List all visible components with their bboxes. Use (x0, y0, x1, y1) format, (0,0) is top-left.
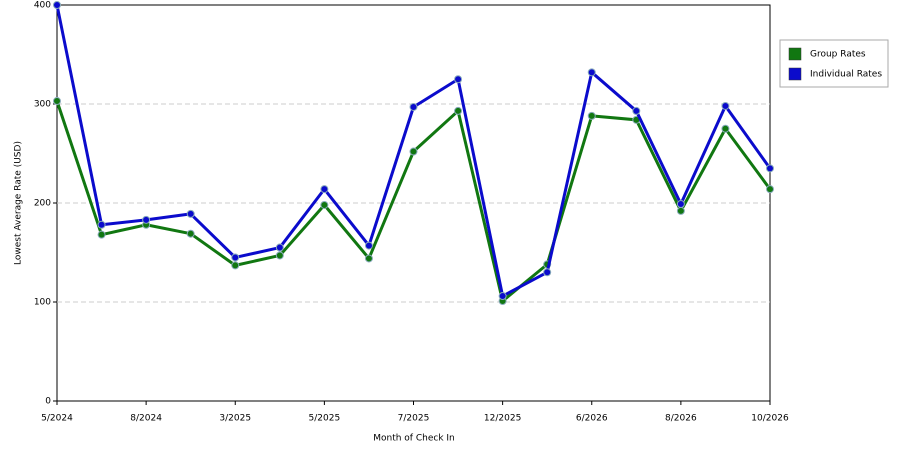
data-point (721, 124, 730, 133)
data-point (676, 206, 685, 215)
data-point (186, 209, 195, 218)
data-point (766, 164, 774, 173)
x-tick-label: 8/2024 (130, 414, 162, 424)
data-point (454, 75, 463, 84)
y-tick-label: 400 (34, 1, 51, 11)
data-point (364, 254, 373, 263)
data-point (275, 251, 284, 260)
data-point (364, 241, 373, 250)
data-point (97, 230, 106, 239)
y-tick-label: 200 (34, 199, 51, 209)
data-point (587, 111, 596, 120)
data-point (53, 1, 61, 9)
data-point (97, 220, 106, 229)
legend-label: Individual Rates (810, 70, 882, 80)
y-tick-label: 100 (34, 298, 51, 308)
x-tick-label: 5/2024 (41, 414, 73, 424)
data-point (454, 106, 463, 115)
legend-label: Group Rates (810, 50, 866, 60)
data-point (320, 185, 329, 194)
data-point (142, 215, 151, 224)
data-point (409, 147, 418, 156)
y-tick-label: 0 (45, 397, 51, 407)
data-point (53, 97, 61, 106)
x-axis-label: Month of Check In (373, 434, 455, 444)
x-tick-label: 8/2026 (665, 414, 697, 424)
x-tick-label: 3/2025 (219, 414, 251, 424)
data-point (231, 261, 240, 270)
x-tick-label: 10/2026 (751, 414, 789, 424)
x-tick-label: 7/2025 (398, 414, 430, 424)
data-point (543, 268, 552, 277)
y-tick-label: 300 (34, 100, 51, 110)
data-point (721, 101, 730, 110)
legend-swatch (788, 67, 802, 81)
data-point (320, 200, 329, 209)
x-tick-label: 5/2025 (309, 414, 341, 424)
data-point (676, 199, 685, 208)
x-tick-label: 12/2025 (484, 414, 521, 424)
data-point (275, 243, 284, 252)
data-point (587, 68, 596, 77)
data-point (186, 229, 195, 238)
data-point (632, 106, 641, 115)
data-point (409, 102, 418, 111)
y-axis-label: Lowest Average Rate (USD) (14, 141, 24, 265)
data-point (231, 253, 240, 262)
x-tick-label: 6/2026 (576, 414, 608, 424)
data-point (498, 292, 507, 301)
legend-swatch (788, 47, 802, 61)
data-point (766, 185, 774, 194)
